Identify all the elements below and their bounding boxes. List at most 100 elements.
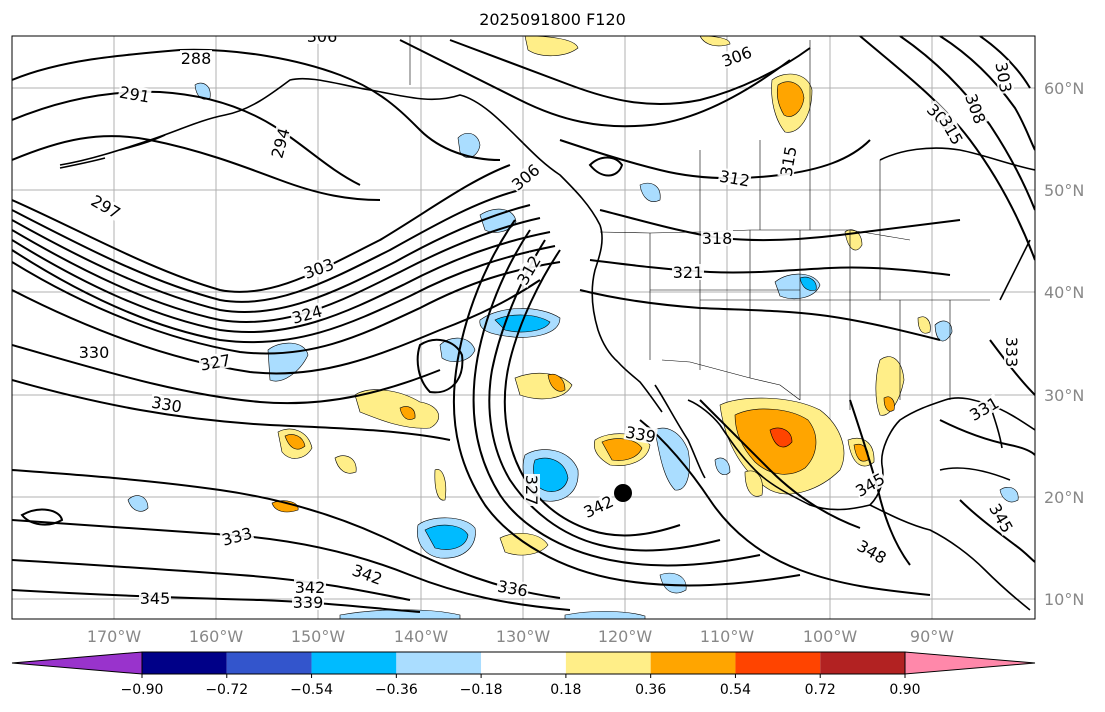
contour-label: 342 bbox=[295, 578, 326, 597]
shade-blue bbox=[533, 457, 569, 492]
contour-line bbox=[989, 339, 1035, 396]
longitude-labels: 170°W 160°W 150°W 140°W 130°W 120°W 110°W 100°W… bbox=[87, 627, 954, 646]
contour-line bbox=[452, 219, 801, 587]
contour-line bbox=[12, 559, 411, 601]
contour-label: 306 bbox=[719, 43, 754, 71]
contour-label: 291 bbox=[118, 83, 151, 107]
contour-label-bg bbox=[294, 579, 326, 595]
colorbar-segment bbox=[142, 652, 227, 674]
contour-label: 339 bbox=[293, 593, 324, 612]
shade-blue bbox=[639, 182, 661, 202]
contour-label-bg bbox=[717, 167, 752, 189]
contour-label-bg bbox=[966, 393, 1002, 424]
contour-label-bg bbox=[852, 469, 888, 500]
contour-line bbox=[639, 419, 931, 596]
contour-line bbox=[588, 156, 624, 177]
contour-line bbox=[12, 135, 381, 201]
contour-line bbox=[12, 344, 441, 405]
colorbar-frame bbox=[141, 651, 906, 675]
colorbar-tick-label: −0.72 bbox=[205, 682, 248, 698]
contour-label: 294 bbox=[267, 126, 293, 160]
shade-blue bbox=[339, 609, 461, 619]
shade-orange bbox=[883, 396, 895, 412]
lon-label: 160°W bbox=[189, 627, 244, 646]
contour-label: 306 bbox=[508, 160, 544, 194]
shade-blue bbox=[267, 342, 309, 382]
contour-line bbox=[12, 231, 551, 334]
contour-line bbox=[416, 338, 464, 394]
coast-aleutians bbox=[59, 134, 166, 169]
contour-line bbox=[12, 189, 521, 303]
contour-label-bg bbox=[672, 264, 704, 280]
contour-label-bg bbox=[139, 590, 171, 606]
shade-orange bbox=[547, 373, 566, 392]
colorbar bbox=[11, 651, 1036, 675]
shade-orange bbox=[776, 81, 805, 117]
contour-line bbox=[12, 469, 561, 599]
shade-yellow bbox=[434, 469, 447, 501]
shade-yellow bbox=[354, 389, 439, 429]
contour-label-bg bbox=[854, 536, 890, 567]
colorbar-tick-label: 0.18 bbox=[550, 682, 581, 698]
contour-label: 288 bbox=[181, 49, 212, 68]
colorbar-tick-label: −0.90 bbox=[121, 682, 164, 698]
shade-blue bbox=[424, 524, 469, 550]
shade-yellow bbox=[524, 36, 579, 57]
contour-label-bg bbox=[349, 561, 386, 588]
prov-line bbox=[699, 40, 881, 235]
contour-label-bg bbox=[508, 160, 543, 194]
contour-line bbox=[899, 36, 1035, 211]
map-title: 2025091800 F120 bbox=[479, 10, 626, 29]
colorbar-segment bbox=[311, 652, 397, 674]
contour-label-bg bbox=[993, 60, 1015, 95]
coast-central-am bbox=[869, 504, 1031, 611]
contour-label: 336 bbox=[496, 577, 529, 601]
shade-blue bbox=[564, 611, 646, 619]
colorbar-tick-label: −0.18 bbox=[460, 682, 503, 698]
lon-label: 170°W bbox=[87, 627, 142, 646]
lat-label: 30°N bbox=[1044, 386, 1084, 405]
contour-line bbox=[12, 164, 511, 293]
contour-line bbox=[472, 229, 761, 567]
contour-label: 333 bbox=[220, 523, 254, 549]
colorbar-segment bbox=[481, 652, 566, 674]
shaded-field bbox=[127, 36, 1019, 619]
contour-label-bg bbox=[718, 43, 755, 70]
contour-line bbox=[12, 217, 541, 324]
contour-label: 348 bbox=[854, 536, 890, 568]
contour-label: 345 bbox=[985, 500, 1017, 536]
contour-label: 327 bbox=[199, 351, 232, 375]
shade-blue bbox=[654, 427, 690, 491]
shade-blue bbox=[194, 82, 211, 100]
latitude-labels: 60°N 50°N 40°N 30°N 20°N 10°N bbox=[1044, 79, 1084, 609]
contour-line bbox=[859, 36, 1035, 261]
contour-line bbox=[939, 419, 1035, 456]
contours bbox=[12, 36, 1035, 613]
contour-label-bg bbox=[623, 423, 658, 445]
coast-east bbox=[999, 239, 1031, 301]
contour-line bbox=[12, 90, 361, 186]
contour-line bbox=[849, 399, 911, 566]
contour-line bbox=[503, 249, 681, 537]
colorbar-tick-label: 0.90 bbox=[889, 682, 920, 698]
shade-orange bbox=[399, 406, 416, 420]
colorbar-tick-label: 0.72 bbox=[805, 682, 836, 698]
lon-label: 90°W bbox=[910, 627, 954, 646]
contour-label-bg bbox=[580, 492, 617, 521]
colorbar-segment bbox=[820, 652, 905, 674]
colorbar-segment bbox=[396, 652, 482, 674]
contour-label-bg bbox=[149, 393, 184, 415]
contour-label-bg bbox=[180, 50, 212, 66]
contour-label: 333 bbox=[1002, 337, 1021, 368]
contour-line bbox=[12, 589, 421, 613]
coast-cuba bbox=[939, 467, 1011, 481]
contour-line bbox=[12, 245, 556, 344]
contour-line bbox=[12, 379, 451, 441]
colorbar-segment bbox=[650, 652, 736, 674]
coast-baja bbox=[654, 384, 706, 479]
contour-label-bg bbox=[513, 252, 544, 288]
colorbar-segment bbox=[226, 652, 312, 674]
shade-blue bbox=[999, 487, 1019, 503]
